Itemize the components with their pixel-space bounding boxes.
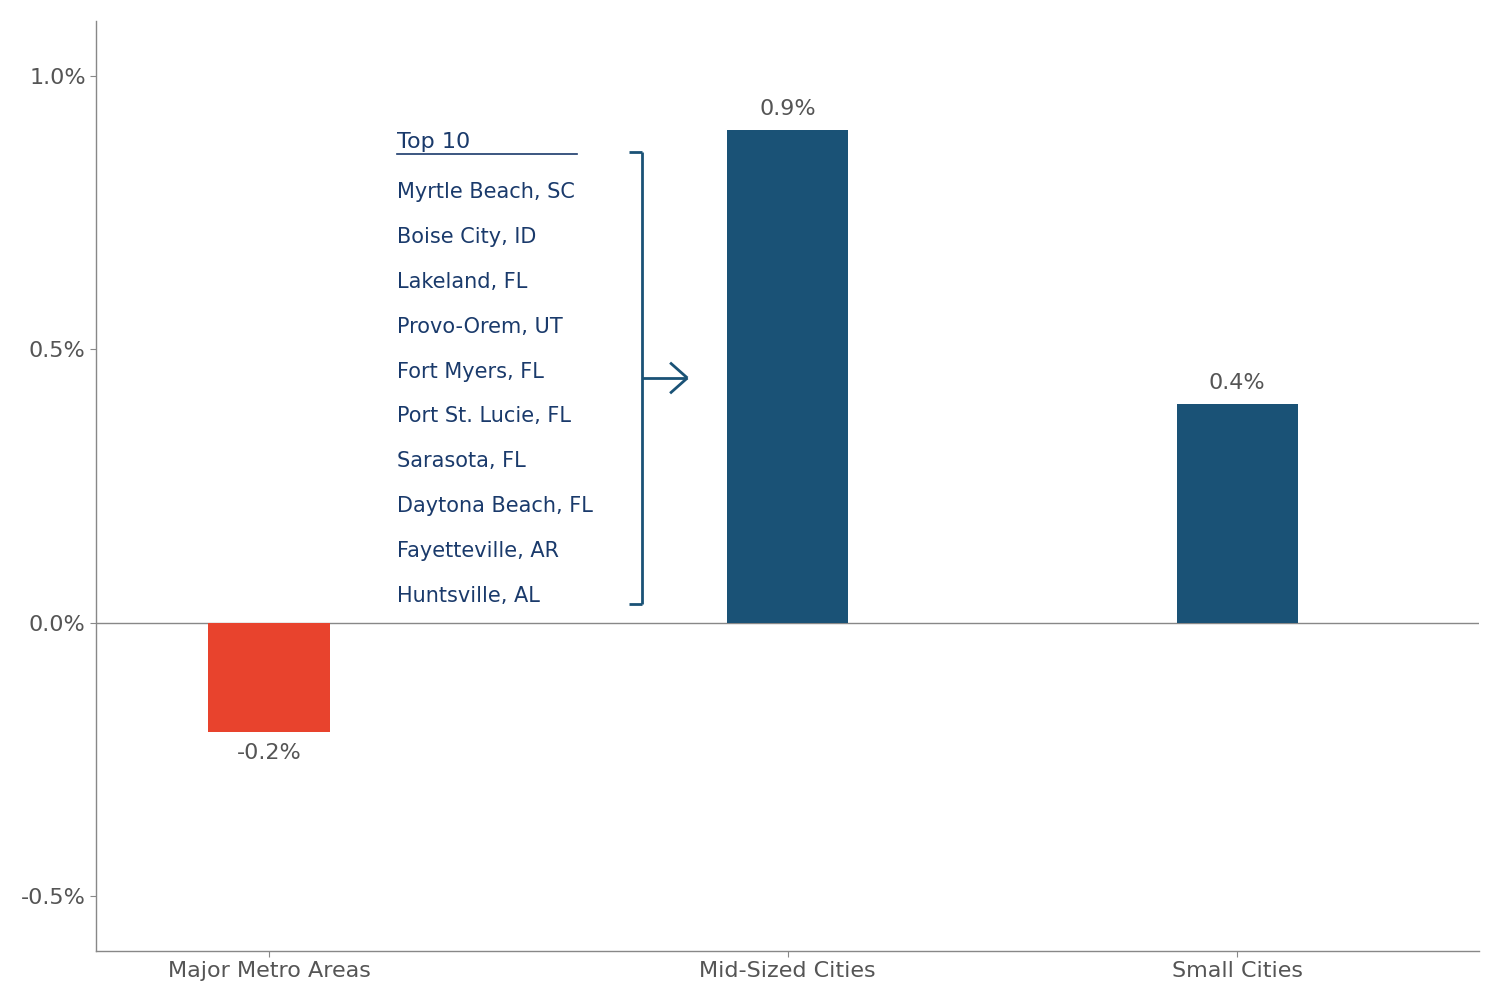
- Text: Myrtle Beach, SC: Myrtle Beach, SC: [398, 182, 574, 202]
- Text: Provo-Orem, UT: Provo-Orem, UT: [398, 317, 562, 337]
- Text: Daytona Beach, FL: Daytona Beach, FL: [398, 496, 592, 516]
- Text: Lakeland, FL: Lakeland, FL: [398, 272, 528, 292]
- Bar: [209, 622, 330, 731]
- Text: Port St. Lucie, FL: Port St. Lucie, FL: [398, 407, 572, 427]
- Text: Top 10: Top 10: [398, 132, 470, 152]
- Bar: [1176, 404, 1298, 622]
- Text: 0.4%: 0.4%: [1209, 373, 1266, 393]
- Text: Fayetteville, AR: Fayetteville, AR: [398, 541, 560, 561]
- Bar: [728, 130, 848, 622]
- Text: Huntsville, AL: Huntsville, AL: [398, 586, 540, 606]
- Text: Sarasota, FL: Sarasota, FL: [398, 451, 525, 471]
- Text: Fort Myers, FL: Fort Myers, FL: [398, 362, 544, 382]
- Text: -0.2%: -0.2%: [237, 742, 302, 763]
- Text: 0.9%: 0.9%: [759, 99, 816, 119]
- Text: Boise City, ID: Boise City, ID: [398, 227, 537, 247]
